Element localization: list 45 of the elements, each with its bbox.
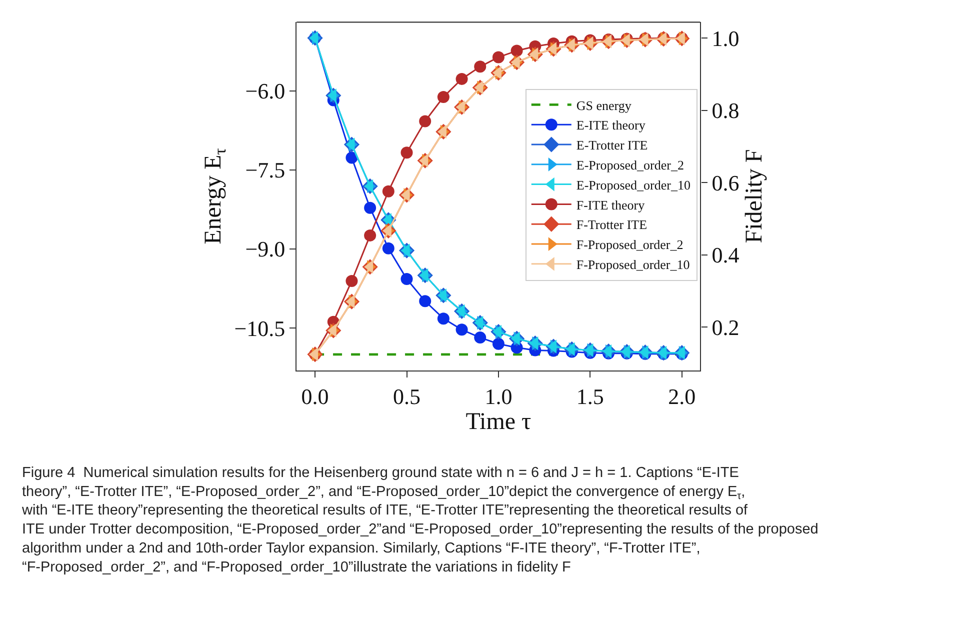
point [419, 115, 432, 128]
point [492, 338, 504, 350]
x-tick-label: 1.0 [484, 384, 512, 409]
point [382, 185, 394, 198]
legend-label: GS energy [576, 98, 632, 113]
point [474, 60, 486, 73]
x-axis-title: Time τ [466, 409, 532, 436]
legend-label: E-Proposed_order_10 [576, 177, 690, 192]
point [382, 242, 394, 254]
legend-label: E-Trotter ITE [576, 138, 648, 153]
y2-tick-label: 0.8 [712, 98, 740, 124]
y2-tick-label: 0.2 [712, 314, 740, 340]
point [456, 72, 468, 85]
point [419, 295, 432, 308]
point [400, 273, 413, 286]
point [400, 146, 413, 159]
point [364, 202, 376, 214]
point [456, 324, 468, 336]
y2-axis-title: Fidelity F [742, 149, 768, 244]
y-tick-label: −10.5 [234, 316, 286, 341]
point [474, 332, 486, 344]
legend-label: E-ITE theory [576, 118, 646, 133]
legend-label: F-Proposed_order_10 [576, 256, 690, 272]
point [437, 91, 450, 104]
y-tick-label: −7.5 [245, 158, 286, 183]
point [510, 44, 523, 57]
y2-tick-label: 0.6 [712, 170, 740, 196]
x-tick-label: 2.0 [668, 384, 696, 409]
legend-label: F-Trotter ITE [576, 217, 648, 232]
x-tick-label: 1.5 [576, 384, 604, 409]
point [346, 152, 358, 164]
y-tick-label: −9.0 [245, 236, 286, 262]
caption: Figure 4 Numerical simulation results for the Heisenberg ground state with n = 6 and J = h = 1. Captions “E-ITE theory”, “E-Trotter ITE”, “E-Proposed_order_2”, and “E-Proposed_order_10”depict the convergence of energy E$_{τ}$, with “E-ITE theory”representing the theoretical results of ITE, “E-Trotter ITE”representing the theoretical results of ITE under Trotter decomposition, “E-Proposed_order_2”and “E-Proposed_order_10”representing the results of the proposed algorithm under a 2nd and 10th-order Taylor expansion. Similarly, Captions “F-ITE theory”, “F-Trotter ITE”, “F-Proposed_order_2”, and “F-Proposed_order_10”illustrate the variations in fidelity F [21, 465, 818, 576]
point [346, 274, 358, 287]
point [437, 312, 450, 325]
x-tick-label: 0.5 [393, 384, 421, 409]
y2-tick-label: 1.0 [712, 26, 740, 51]
legend-label: F-Proposed_order_2 [576, 237, 684, 252]
point [492, 51, 504, 64]
point [364, 229, 376, 242]
y-tick-label: −6.0 [245, 78, 286, 104]
legend-label: E-Proposed_order_2 [576, 157, 684, 172]
y2-tick-label: 0.4 [712, 242, 740, 268]
legend-label: F-ITE theory [576, 197, 646, 212]
x-tick-label: 0.0 [301, 384, 329, 409]
